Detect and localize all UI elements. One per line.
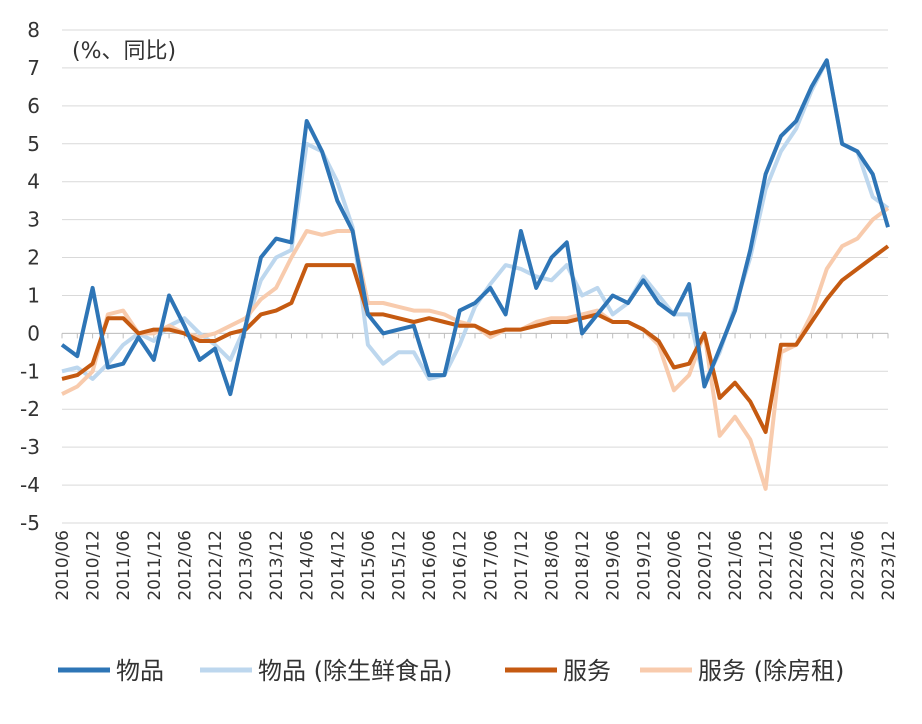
x-tick-label: 2012/12 (206, 530, 226, 601)
x-tick-label: 2014/12 (328, 530, 348, 601)
x-tick-label: 2019/12 (634, 530, 654, 601)
x-tick-label: 2021/12 (757, 530, 777, 601)
x-tick-label: 2023/06 (848, 530, 868, 601)
x-tick-label: 2013/12 (267, 530, 287, 601)
x-tick-label: 2012/06 (175, 530, 195, 601)
y-tick-label: 1 (27, 283, 40, 307)
x-tick-label: 2022/06 (787, 530, 807, 601)
x-tick-label: 2022/12 (818, 530, 838, 601)
y-tick-label: -1 (20, 359, 40, 383)
x-tick-label: 2010/12 (84, 530, 104, 601)
y-tick-label: 7 (27, 56, 40, 80)
y-tick-label: 3 (27, 208, 40, 232)
x-tick-label: 2015/12 (390, 530, 410, 601)
x-tick-label: 2018/06 (542, 530, 562, 601)
x-tick-label: 2014/06 (298, 530, 318, 601)
y-tick-label: 2 (27, 246, 40, 270)
x-tick-label: 2016/12 (451, 530, 471, 601)
y-tick-label: -5 (20, 511, 40, 535)
x-tick-label: 2018/12 (573, 530, 593, 601)
y-tick-label: 5 (27, 132, 40, 156)
y-tick-label: 8 (27, 18, 40, 42)
y-tick-label: -4 (20, 473, 40, 497)
y-tick-label: 6 (27, 94, 40, 118)
x-tick-label: 2023/12 (879, 530, 899, 601)
y-tick-label: -3 (20, 435, 40, 459)
x-tick-label: 2020/12 (695, 530, 715, 601)
series-line (60, 58, 890, 397)
legend-label: 服务 (563, 657, 611, 685)
legend-label: 物品 (116, 657, 164, 685)
y-tick-label: -2 (20, 397, 40, 421)
x-tick-label: 2017/12 (512, 530, 532, 601)
x-tick-label: 2017/06 (481, 530, 501, 601)
y-tick-label: 4 (27, 170, 40, 194)
x-tick-label: 2011/06 (114, 530, 134, 601)
x-tick-label: 2019/06 (604, 530, 624, 601)
x-tick-label: 2021/06 (726, 530, 746, 601)
legend-label: 物品 (除生鲜食品) (258, 657, 452, 685)
series-line (61, 244, 890, 434)
x-tick-label: 2015/06 (359, 530, 379, 601)
x-tick-label: 2016/06 (420, 530, 440, 601)
legend-label: 服务 (除房租) (698, 657, 844, 685)
x-tick-label: 2013/06 (237, 530, 257, 601)
x-tick-label: 2010/06 (53, 530, 73, 601)
x-tick-label: 2011/12 (145, 530, 165, 601)
y-tick-label: 0 (27, 321, 40, 345)
annotation: (%、同比) (72, 39, 176, 64)
x-tick-label: 2020/06 (665, 530, 685, 601)
